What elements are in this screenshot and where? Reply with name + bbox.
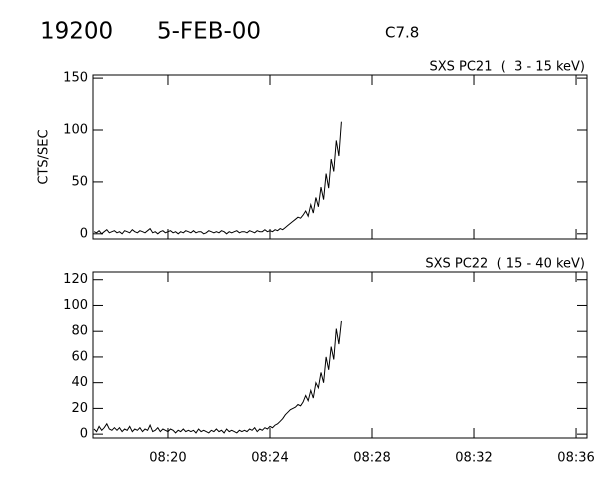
y-tick-label: 0	[80, 427, 88, 442]
plot-frame	[92, 74, 588, 240]
y-tick-label: 40	[71, 375, 88, 390]
plot-frame	[92, 271, 588, 439]
data-line	[93, 121, 342, 235]
y-tick-label: 120	[63, 272, 88, 287]
y-tick-label: 100	[63, 298, 88, 313]
x-tick-label: 08:24	[251, 451, 288, 466]
y-tick-label: 0	[80, 226, 88, 241]
y-tick-label: 60	[71, 349, 88, 364]
y-tick-label: 100	[63, 123, 88, 138]
x-tick-label: 08:28	[353, 451, 390, 466]
flare-class: C7.8	[385, 24, 419, 42]
y-tick-label: 80	[71, 324, 88, 339]
event-date: 5-FEB-00	[157, 19, 261, 45]
y-tick-label: 50	[71, 174, 88, 189]
panel-title: SXS PC21 ( 3 - 15 keV)	[429, 60, 585, 75]
x-tick-label: 08:20	[149, 451, 186, 466]
panel-title: SXS PC22 ( 15 - 40 keV)	[425, 257, 585, 272]
y-tick-label: 150	[63, 71, 88, 86]
event-id: 19200	[40, 19, 113, 45]
x-tick-label: 08:36	[557, 451, 594, 466]
y-axis-label: CTS/SEC	[37, 129, 52, 184]
data-line	[93, 320, 342, 434]
y-tick-label: 20	[71, 401, 88, 416]
x-tick-label: 08:32	[455, 451, 492, 466]
